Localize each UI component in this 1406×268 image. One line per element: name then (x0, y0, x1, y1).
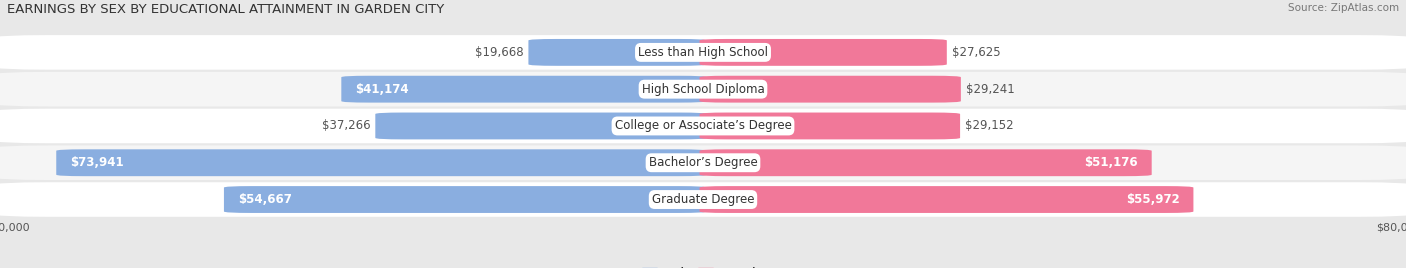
FancyBboxPatch shape (529, 39, 706, 66)
Legend: Male, Female: Male, Female (637, 262, 769, 268)
FancyBboxPatch shape (700, 113, 960, 139)
Text: $54,667: $54,667 (238, 193, 291, 206)
Text: $19,668: $19,668 (475, 46, 523, 59)
FancyBboxPatch shape (375, 113, 706, 139)
Text: Bachelor’s Degree: Bachelor’s Degree (648, 156, 758, 169)
FancyBboxPatch shape (700, 39, 946, 66)
FancyBboxPatch shape (700, 76, 960, 103)
FancyBboxPatch shape (56, 149, 706, 176)
Text: $73,941: $73,941 (70, 156, 124, 169)
Text: $37,266: $37,266 (322, 120, 370, 132)
Text: EARNINGS BY SEX BY EDUCATIONAL ATTAINMENT IN GARDEN CITY: EARNINGS BY SEX BY EDUCATIONAL ATTAINMEN… (7, 3, 444, 16)
Text: Graduate Degree: Graduate Degree (652, 193, 754, 206)
Text: $29,152: $29,152 (965, 120, 1014, 132)
Text: $29,241: $29,241 (966, 83, 1015, 96)
FancyBboxPatch shape (0, 182, 1406, 217)
Text: Source: ZipAtlas.com: Source: ZipAtlas.com (1288, 3, 1399, 13)
Text: High School Diploma: High School Diploma (641, 83, 765, 96)
Text: $55,972: $55,972 (1126, 193, 1180, 206)
FancyBboxPatch shape (700, 186, 1194, 213)
Text: College or Associate’s Degree: College or Associate’s Degree (614, 120, 792, 132)
FancyBboxPatch shape (342, 76, 706, 103)
Text: Less than High School: Less than High School (638, 46, 768, 59)
Text: $27,625: $27,625 (952, 46, 1000, 59)
FancyBboxPatch shape (0, 72, 1406, 106)
Text: $41,174: $41,174 (356, 83, 409, 96)
FancyBboxPatch shape (0, 35, 1406, 70)
FancyBboxPatch shape (224, 186, 706, 213)
FancyBboxPatch shape (0, 146, 1406, 180)
FancyBboxPatch shape (0, 109, 1406, 143)
FancyBboxPatch shape (700, 149, 1152, 176)
Text: $51,176: $51,176 (1084, 156, 1137, 169)
